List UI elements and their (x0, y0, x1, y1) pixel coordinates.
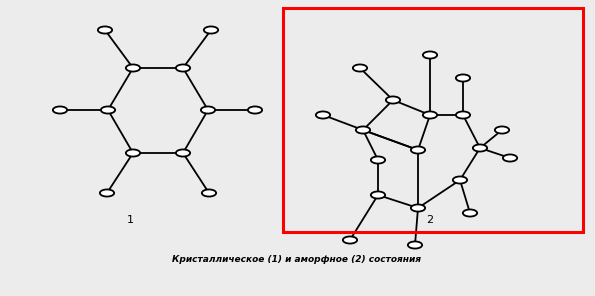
Circle shape (456, 112, 470, 119)
Circle shape (201, 107, 215, 114)
Circle shape (202, 189, 216, 197)
Circle shape (408, 242, 422, 249)
Circle shape (343, 237, 357, 244)
Circle shape (176, 65, 190, 72)
Circle shape (495, 126, 509, 133)
Circle shape (411, 205, 425, 212)
Circle shape (353, 65, 367, 72)
Circle shape (126, 65, 140, 72)
Circle shape (473, 144, 487, 152)
Circle shape (423, 52, 437, 59)
Text: 2: 2 (427, 215, 434, 225)
Circle shape (53, 107, 67, 114)
Circle shape (316, 112, 330, 119)
Circle shape (101, 107, 115, 114)
Circle shape (126, 149, 140, 157)
Circle shape (176, 149, 190, 157)
Circle shape (356, 126, 370, 133)
Text: 1: 1 (127, 215, 133, 225)
Circle shape (456, 75, 470, 82)
Text: Кристаллическое (1) и аморфное (2) состояния: Кристаллическое (1) и аморфное (2) состо… (173, 255, 421, 265)
Circle shape (386, 96, 400, 104)
Circle shape (411, 147, 425, 154)
Circle shape (463, 210, 477, 217)
Circle shape (100, 189, 114, 197)
Circle shape (204, 26, 218, 33)
Circle shape (453, 176, 467, 184)
Circle shape (98, 26, 112, 33)
Circle shape (503, 155, 517, 162)
Circle shape (423, 112, 437, 119)
Circle shape (371, 192, 385, 199)
Circle shape (371, 157, 385, 164)
Circle shape (248, 107, 262, 114)
